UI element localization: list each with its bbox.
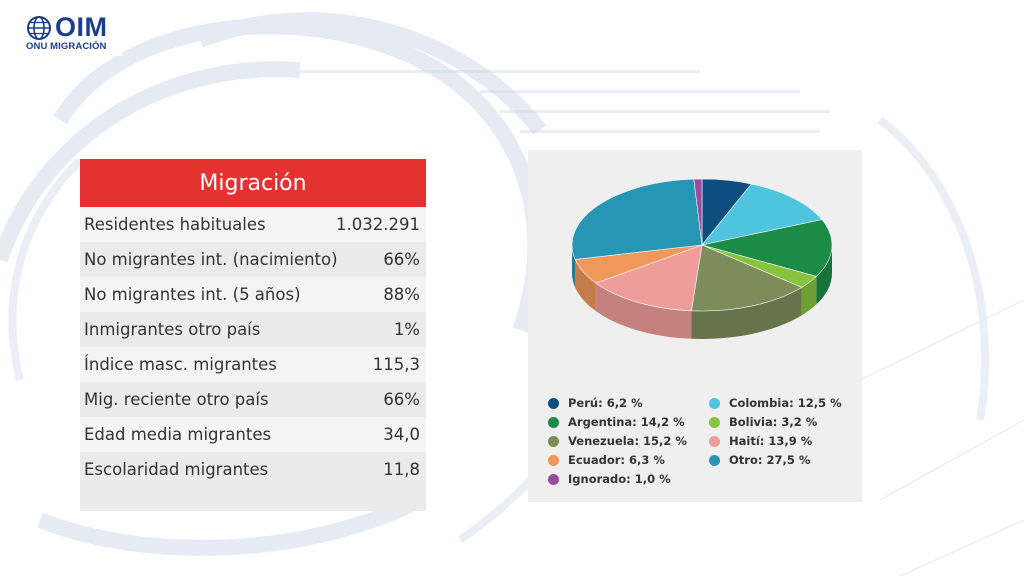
- legend-label: Haití: 13,9 %: [729, 434, 813, 448]
- row-label: Mig. reciente otro país: [84, 390, 269, 409]
- pie-slice-side: [575, 259, 596, 312]
- legend-label: Perú: 6,2 %: [568, 396, 643, 410]
- row-label: Escolaridad migrantes: [84, 460, 269, 479]
- migration-table: Migración Residentes habituales 1.032.291…: [80, 159, 426, 511]
- legend-swatch: [548, 397, 559, 409]
- row-value: 1.032.291: [336, 215, 420, 234]
- pie-slice: [693, 178, 703, 246]
- row-value: 11,8: [383, 460, 420, 479]
- row-value: 88%: [383, 285, 420, 304]
- pie-slice-side: [801, 276, 817, 316]
- pie-slice: [571, 178, 703, 260]
- globe-icon: [27, 15, 51, 40]
- pie-slice: [701, 183, 823, 246]
- legend-label: Ecuador: 6,3 %: [568, 453, 665, 467]
- legend-label: Argentina: 14,2 %: [568, 415, 685, 429]
- legend-swatch: [709, 454, 720, 466]
- legend-label: Otro: 27,5 %: [729, 453, 811, 467]
- row-label: Edad media migrantes: [84, 425, 272, 444]
- legend-item: Bolivia: 3,2 %: [709, 415, 817, 429]
- legend-label: Bolivia: 3,2 %: [729, 415, 818, 429]
- legend-label: Colombia: 12,5 %: [729, 396, 842, 410]
- pie-slice: [701, 219, 833, 277]
- legend-item: Ignorado: 1,0 %: [548, 472, 671, 486]
- table-row: Inmigrantes otro país 1%: [80, 312, 426, 347]
- row-value: 34,0: [383, 425, 420, 444]
- legend-swatch: [548, 435, 559, 447]
- row-value: 66%: [383, 250, 420, 269]
- legend-item: Argentina: 14,2 %: [548, 415, 685, 429]
- legend-item: Colombia: 12,5 %: [709, 396, 842, 410]
- legend-swatch: [709, 397, 720, 409]
- legend-item: Ecuador: 6,3 %: [548, 453, 665, 467]
- legend-label: Venezuela: 15,2 %: [568, 434, 687, 448]
- table-row: Escolaridad migrantes 11,8: [80, 452, 426, 487]
- row-label: Residentes habituales: [84, 215, 266, 234]
- legend-item: Haití: 13,9 %: [709, 434, 812, 448]
- row-value: 66%: [383, 390, 420, 409]
- legend-swatch: [548, 416, 559, 428]
- pie-slice-side: [691, 287, 802, 339]
- legend-swatch: [709, 435, 720, 447]
- legend-item: Perú: 6,2 %: [548, 396, 643, 410]
- table-row: Residentes habituales 1.032.291: [80, 207, 426, 242]
- row-label: No migrantes int. (5 años): [84, 285, 301, 304]
- table-row: Índice masc. migrantes 115,3: [80, 347, 426, 382]
- legend-item: Otro: 27,5 %: [709, 453, 810, 467]
- legend-swatch: [548, 454, 559, 466]
- table-row: No migrantes int. (5 años) 88%: [80, 277, 426, 312]
- oim-logo: OIM ONU MIGRACIÓN: [18, 6, 122, 56]
- pie-chart-panel: Perú: 6,2 % Colombia: 12,5 % Argentina: 14…: [528, 150, 862, 502]
- legend-label: Ignorado: 1,0 %: [568, 472, 671, 486]
- row-label: Inmigrantes otro país: [84, 320, 261, 339]
- pie-slice: [691, 244, 803, 312]
- legend-item: Venezuela: 15,2 %: [548, 434, 687, 448]
- row-value: 115,3: [372, 355, 420, 374]
- logo-subtitle: ONU MIGRACIÓN: [26, 41, 107, 52]
- table-row: Edad media migrantes 34,0: [80, 417, 426, 452]
- table-row: No migrantes int. (nacimiento) 66%: [80, 242, 426, 277]
- pie-slice-side: [595, 283, 692, 339]
- table-row: Mig. reciente otro país 66%: [80, 382, 426, 417]
- pie-slice-side: [816, 245, 832, 305]
- pie-slice: [595, 244, 703, 312]
- legend-swatch: [548, 473, 559, 485]
- logo-wordmark: OIM: [55, 12, 108, 42]
- table-body: Residentes habituales 1.032.291 No migrant…: [80, 207, 426, 487]
- row-label: No migrantes int. (nacimiento): [84, 250, 338, 269]
- row-value: 1%: [393, 320, 420, 339]
- pie-slice-side: [572, 245, 576, 288]
- table-title: Migración: [80, 159, 426, 207]
- legend-swatch: [709, 416, 720, 428]
- pie-chart: [571, 178, 833, 339]
- row-label: Índice masc. migrantes: [84, 355, 277, 374]
